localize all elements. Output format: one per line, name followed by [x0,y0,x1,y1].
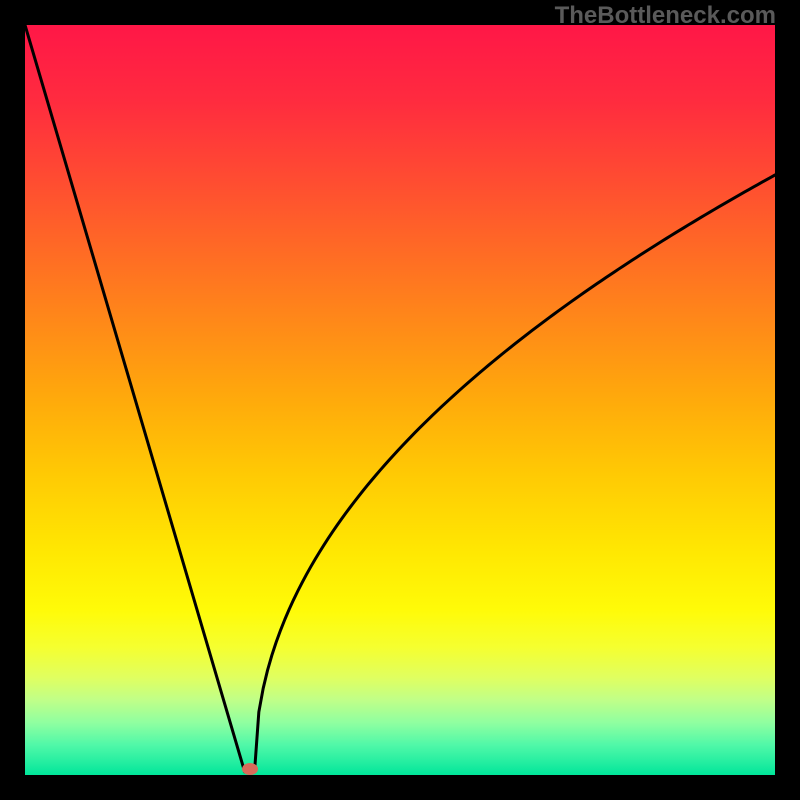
curve-minimum-marker [242,763,258,775]
watermark-text: TheBottleneck.com [555,2,776,30]
chart-plot [25,25,775,775]
plot-background [25,25,775,775]
chart-frame: TheBottleneck.com [0,0,800,800]
